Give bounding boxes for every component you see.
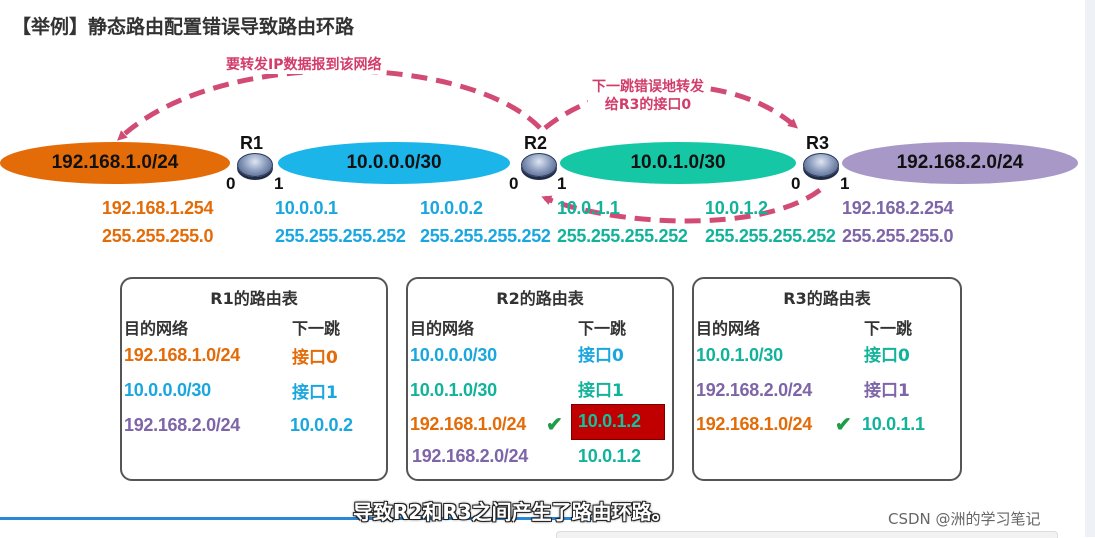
misforward-line2: 给R3的接口0 bbox=[604, 97, 692, 113]
network-10-0-1-0: 10.0.1.0/30 bbox=[560, 142, 796, 184]
col-dest-header: 目的网络 bbox=[410, 319, 475, 338]
slide-title: 【举例】静态路由配置错误导致路由环路 bbox=[12, 16, 355, 38]
table-row-dest: 10.0.1.0/30 bbox=[410, 380, 497, 400]
right-scroll-edge bbox=[1085, 0, 1095, 537]
r3-table-title: R3的路由表 bbox=[783, 289, 871, 308]
forward-annotation: 要转发IP数据报到该网络 bbox=[222, 56, 386, 74]
table-row-dest: 192.168.1.0/24 bbox=[696, 414, 812, 434]
network-label: 192.168.1.0/24 bbox=[51, 152, 179, 173]
table-row-next: 接口1 bbox=[864, 381, 910, 401]
network-label: 10.0.0.0/30 bbox=[346, 152, 442, 173]
table-row-next: 接口1 bbox=[292, 383, 338, 403]
subtitle-caption: 导致R2和R3之间产生了路由环路。 bbox=[353, 500, 672, 524]
col-dest-header: 目的网络 bbox=[124, 319, 189, 338]
router-r1-label: R1 bbox=[240, 133, 264, 153]
table-row-dest: 10.0.0.0/30 bbox=[124, 380, 211, 400]
r1-table-title: R1的路由表 bbox=[210, 289, 298, 308]
table-row-dest: 192.168.2.0/24 bbox=[124, 415, 240, 435]
table-row-next: 接口1 bbox=[578, 381, 624, 401]
r1-if0-ip: 192.168.1.254 bbox=[102, 198, 214, 218]
router-icon bbox=[237, 153, 273, 177]
r2-port-1: 1 bbox=[557, 174, 567, 193]
table-row-dest: 192.168.1.0/24 bbox=[410, 414, 526, 434]
bottom-input-edge bbox=[556, 531, 1058, 538]
misconfigured-next-hop-highlight bbox=[571, 404, 665, 440]
r3-port-1: 1 bbox=[840, 174, 850, 193]
r3-port-0: 0 bbox=[791, 174, 801, 193]
r1-if1-mask: 255.255.255.252 bbox=[275, 226, 406, 246]
col-next-header: 下一跳 bbox=[292, 319, 341, 338]
network-192-168-1-0: 192.168.1.0/24 bbox=[0, 142, 230, 184]
col-dest-header: 目的网络 bbox=[696, 319, 761, 338]
forward-arrow bbox=[117, 68, 542, 141]
loop-back-arrow bbox=[541, 187, 822, 224]
r3-if1-mask: 255.255.255.0 bbox=[842, 226, 954, 246]
table-row-next: 接口0 bbox=[578, 346, 624, 366]
table-row-next: 10.0.0.2 bbox=[290, 415, 353, 435]
table-row-next: 10.0.1.1 bbox=[862, 414, 925, 434]
r2-port-0: 0 bbox=[509, 174, 519, 193]
network-label: 192.168.2.0/24 bbox=[896, 152, 1024, 173]
router-icon bbox=[521, 153, 557, 177]
r3-if1-ip: 192.168.2.254 bbox=[842, 198, 954, 218]
table-row-dest: 192.168.1.0/24 bbox=[124, 345, 240, 365]
table-row-dest: 10.0.0.0/30 bbox=[410, 345, 497, 365]
network-192-168-2-0: 192.168.2.0/24 bbox=[842, 142, 1078, 184]
watermark: CSDN @洲的学习笔记 bbox=[888, 510, 1041, 528]
col-next-header: 下一跳 bbox=[578, 319, 627, 338]
table-row-next: 接口0 bbox=[864, 346, 910, 366]
table-row-next: 10.0.1.2 bbox=[578, 446, 641, 466]
misforward-annotation: 下一跳错误地转发 给R3的接口0 bbox=[588, 78, 708, 114]
r1-routing-table: R1的路由表 目的网络 下一跳 192.168.1.0/24 接口0 10.0.… bbox=[120, 277, 388, 481]
r1-port-1: 1 bbox=[274, 174, 284, 193]
check-icon: ✔ bbox=[546, 414, 563, 436]
r1-if0-mask: 255.255.255.0 bbox=[102, 226, 214, 246]
r2-if1-mask: 255.255.255.252 bbox=[557, 226, 688, 246]
r3-if0-ip: 10.0.1.2 bbox=[705, 198, 768, 218]
check-icon: ✔ bbox=[835, 414, 852, 436]
r2-if1-ip: 10.0.1.1 bbox=[557, 198, 620, 218]
r3-routing-table: R3的路由表 目的网络 下一跳 10.0.1.0/30 接口0 192.168.… bbox=[692, 277, 962, 481]
r1-port-0: 0 bbox=[226, 174, 236, 193]
router-r2-label: R2 bbox=[524, 133, 548, 153]
r2-if0-ip: 10.0.0.2 bbox=[420, 198, 483, 218]
r1-if1-ip: 10.0.0.1 bbox=[275, 198, 338, 218]
r3-if0-mask: 255.255.255.252 bbox=[705, 226, 836, 246]
table-row-dest: 192.168.2.0/24 bbox=[696, 380, 812, 400]
network-10-0-0-0: 10.0.0.0/30 bbox=[278, 142, 510, 184]
r2-if0-mask: 255.255.255.252 bbox=[420, 226, 551, 246]
router-r3-label: R3 bbox=[806, 133, 830, 153]
table-row-dest: 192.168.2.0/24 bbox=[412, 446, 528, 466]
table-row-next: 接口0 bbox=[292, 348, 338, 368]
network-label: 10.0.1.0/30 bbox=[630, 152, 726, 173]
table-row-dest: 10.0.1.0/30 bbox=[696, 345, 783, 365]
misforward-line1: 下一跳错误地转发 bbox=[592, 79, 704, 95]
table-row-next: 10.0.1.2 bbox=[578, 411, 641, 431]
r2-routing-table: R2的路由表 目的网络 下一跳 10.0.0.0/30 接口0 10.0.1.0… bbox=[406, 277, 674, 481]
r2-table-title: R2的路由表 bbox=[496, 289, 584, 308]
router-icon bbox=[803, 153, 839, 177]
col-next-header: 下一跳 bbox=[864, 319, 913, 338]
video-progress-bar[interactable] bbox=[0, 517, 592, 520]
